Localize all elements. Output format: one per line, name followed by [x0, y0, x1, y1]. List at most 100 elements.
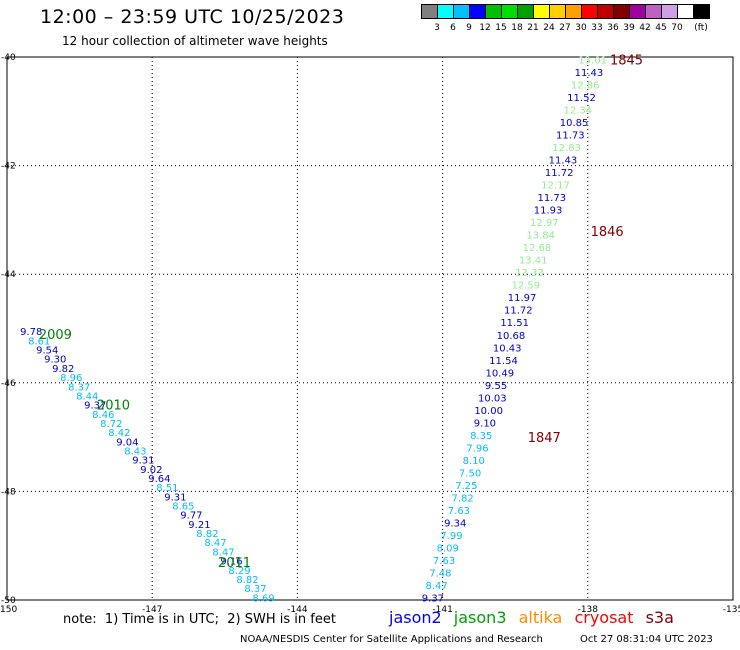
legend-label: 42 — [639, 23, 651, 33]
wave-height-label: 8.61 — [28, 336, 50, 347]
satellite-tracks: 13.0111.4312.8611.5212.3410.8511.7312.83… — [20, 56, 607, 605]
pass-time-label: 1847 — [528, 431, 561, 446]
legend-label: 3 — [434, 23, 440, 33]
latitude-tick-label: -40 — [1, 53, 16, 63]
wave-height-label: 10.85 — [560, 118, 589, 129]
wave-height-label: 10.49 — [485, 368, 514, 379]
wave-height-label: 11.43 — [575, 68, 604, 79]
wave-height-label: 13.41 — [519, 256, 548, 267]
wave-height-label: 8.44 — [76, 391, 98, 402]
legend-label: 70 — [671, 23, 683, 33]
wave-height-label: 9.16 — [220, 557, 242, 568]
wave-height-label: 12.17 — [541, 181, 570, 192]
wave-height-label: 9.78 — [20, 327, 42, 338]
legend-label: 21 — [527, 23, 539, 33]
legend-swatch — [693, 4, 710, 19]
wave-height-label: 9.37 — [422, 593, 444, 604]
wave-height-label: 8.69 — [252, 593, 274, 604]
wave-height-label: 7.63 — [433, 556, 455, 567]
wave-height-label: 9.10 — [474, 418, 496, 429]
footer-note: note: 1) Time is in UTC; 2) SWH is in fe… — [63, 612, 336, 627]
longitude-tick-label: -147 — [142, 605, 162, 615]
page-subtitle: 12 hour collection of altimeter wave hei… — [62, 34, 328, 48]
legend-label: 18 — [511, 23, 523, 33]
longitude-tick-label: -150 — [0, 605, 17, 615]
wave-height-label: 7.96 — [466, 443, 488, 454]
wave-height-label: 7.48 — [429, 568, 451, 579]
wave-height-label: 11.73 — [556, 131, 585, 142]
wave-height-label: 8.43 — [124, 446, 146, 457]
legend-label: 24 — [543, 23, 555, 33]
legend-label: 30 — [575, 23, 587, 33]
wave-height-label: 9.64 — [148, 474, 170, 485]
pass-time-label: 1845 — [610, 54, 643, 69]
wave-height-label: 7.25 — [455, 481, 477, 492]
wave-height-label: 8.46 — [92, 410, 114, 421]
wave-height-label: 10.00 — [474, 406, 503, 417]
satellite-legend-jason2: jason2 — [389, 608, 442, 627]
wave-height-label: 9.21 — [188, 520, 210, 531]
latitude-tick-label: -48 — [1, 487, 16, 497]
pass-time-label: 2011 — [218, 556, 251, 571]
color-scale-labels: 3 6 9 12 15 18 21 24 27 30 33 36 39 42 45 70 (ft) — [421, 23, 731, 35]
pass-time-labels: 1845 1846 1847 2009 2010 2011 — [39, 54, 643, 571]
wave-height-label: 10.03 — [478, 393, 507, 404]
generated-timestamp: Oct 27 08:31:04 UTC 2023 — [580, 634, 713, 645]
wave-height-label: 8.10 — [463, 456, 485, 467]
wave-height-label: 7.63 — [448, 506, 470, 517]
latitude-tick-label: -46 — [1, 379, 16, 389]
wave-height-label: 11.93 — [534, 206, 563, 217]
legend-label: (ft) — [694, 23, 708, 33]
wave-height-label: 8.47 — [426, 581, 448, 592]
wave-height-label: 8.51 — [156, 483, 178, 494]
longitude-tick-label: -144 — [287, 605, 308, 615]
wave-height-label: 8.37 — [68, 382, 90, 393]
map-axes: -150 -147 -144 -141 -138 -135 -40 -42 -44 -46 -48 -… — [0, 53, 740, 615]
legend-label: 9 — [466, 23, 472, 33]
satellite-legend-cryosat: cryosat — [574, 608, 634, 627]
satellite-legend: jason2 jason3 altika cryosat s3a — [389, 608, 681, 627]
wave-height-label: 9.02 — [140, 465, 162, 476]
wave-height-label: 8.42 — [108, 428, 130, 439]
legend-label: 45 — [655, 23, 667, 33]
legend-label: 36 — [607, 23, 619, 33]
longitude-tick-label: -138 — [578, 605, 599, 615]
wave-height-label: 8.82 — [196, 529, 218, 540]
page-title: 12:00 – 23:59 UTC 10/25/2023 — [40, 6, 345, 28]
wave-height-label: 13.84 — [526, 231, 555, 242]
credit-line: NOAA/NESDIS Center for Satellite Applica… — [240, 634, 543, 645]
legend-label: 15 — [495, 23, 507, 33]
legend-label: 12 — [479, 23, 491, 33]
satellite-legend-s3a: s3a — [645, 608, 674, 627]
wave-height-label: 12.83 — [552, 143, 581, 154]
wave-height-label: 8.09 — [437, 543, 459, 554]
wave-height-label: 11.97 — [508, 293, 537, 304]
wave-height-label: 8.82 — [236, 575, 258, 586]
wave-height-label: 8.47 — [212, 547, 234, 558]
wave-height-label: 8.47 — [204, 538, 226, 549]
color-scale-swatches — [421, 4, 710, 19]
map-grid — [7, 57, 733, 600]
wave-height-label: 7.50 — [459, 468, 481, 479]
wave-height-label: 8.65 — [172, 502, 194, 513]
wave-height-label: 9.30 — [44, 355, 66, 366]
wave-height-label: 11.52 — [567, 93, 596, 104]
latitude-tick-label: -42 — [1, 162, 16, 172]
satellite-legend-jason3: jason3 — [453, 608, 507, 627]
wave-height-label: 12.59 — [511, 281, 540, 292]
wave-height-label: 8.35 — [470, 431, 492, 442]
wave-height-label: 13.33 — [515, 268, 544, 279]
longitude-tick-label: -141 — [432, 605, 452, 615]
wave-height-label: 9.31 — [132, 456, 154, 467]
wave-height-label: 8.37 — [244, 584, 266, 595]
wave-height-label: 12.68 — [523, 243, 552, 254]
wave-height-label: 9.55 — [485, 381, 507, 392]
legend-label: 39 — [623, 23, 635, 33]
legend-label: 27 — [559, 23, 571, 33]
wave-height-label: 12.86 — [571, 81, 600, 92]
wave-height-label: 12.97 — [530, 218, 559, 229]
wave-height-label: 11.43 — [549, 156, 578, 167]
wave-height-label: 10.43 — [493, 343, 522, 354]
wave-height-label: 11.72 — [504, 306, 533, 317]
